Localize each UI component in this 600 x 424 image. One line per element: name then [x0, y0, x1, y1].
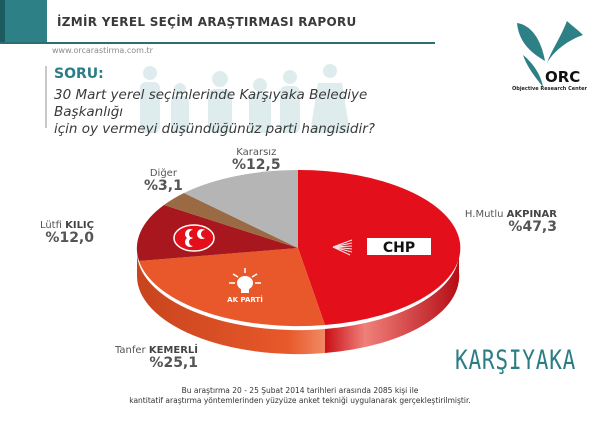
pie-side-akp [136, 252, 325, 355]
question-line-2: için oy vermeyi düşündüğünüz parti hangi… [54, 121, 375, 137]
logo-caption: Objective Research Center [512, 86, 587, 92]
title-divider [0, 42, 435, 44]
chp-logo-icon: CHP [332, 238, 431, 256]
people-watermark-icon [140, 64, 350, 133]
pie-slice-mhp [136, 205, 298, 261]
question-text: 30 Mart yerel seçimlerinde Karşıyaka Bel… [54, 87, 434, 138]
report-title: İZMİR YEREL SEÇİM ARAŞTIRMASI RAPORU [57, 15, 357, 29]
svg-text:AK PARTİ: AK PARTİ [227, 295, 263, 304]
question-label: SORU: [54, 66, 104, 82]
label-akp: Tanfer KEMERLİ %25,1 [114, 345, 198, 371]
pie-side-chp [325, 248, 460, 353]
question-accent-bar [45, 66, 47, 128]
svg-text:ORC: ORC [545, 68, 580, 86]
label-other: Diğer %3,1 [144, 168, 183, 194]
header-accent-stripe [0, 0, 5, 42]
orc-logo-icon: ORC [517, 21, 583, 87]
question-line-1: 30 Mart yerel seçimlerinde Karşıyaka Bel… [54, 87, 368, 120]
website-link[interactable]: www.orcarastirma.com.tr [52, 46, 153, 55]
akp-logo-icon: AK PARTİ [227, 268, 263, 304]
header-accent-block [0, 0, 47, 42]
pie-slice-akp [139, 248, 325, 327]
district-name: KARŞIYAKA [455, 345, 577, 376]
pie-slice-other [164, 193, 298, 248]
label-mhp: Lütfi KILIÇ %12,0 [39, 220, 94, 246]
svg-text:CHP: CHP [383, 240, 415, 256]
label-chp: H.Mutlu AKPINAR %47,3 [464, 209, 557, 235]
pie-slice-undecided [184, 170, 298, 248]
footnote: Bu araştırma 20 - 25 Şubat 2014 tarihler… [129, 386, 471, 405]
label-undecided: Kararsız %12,5 [232, 147, 281, 173]
mhp-logo-icon [173, 224, 215, 252]
